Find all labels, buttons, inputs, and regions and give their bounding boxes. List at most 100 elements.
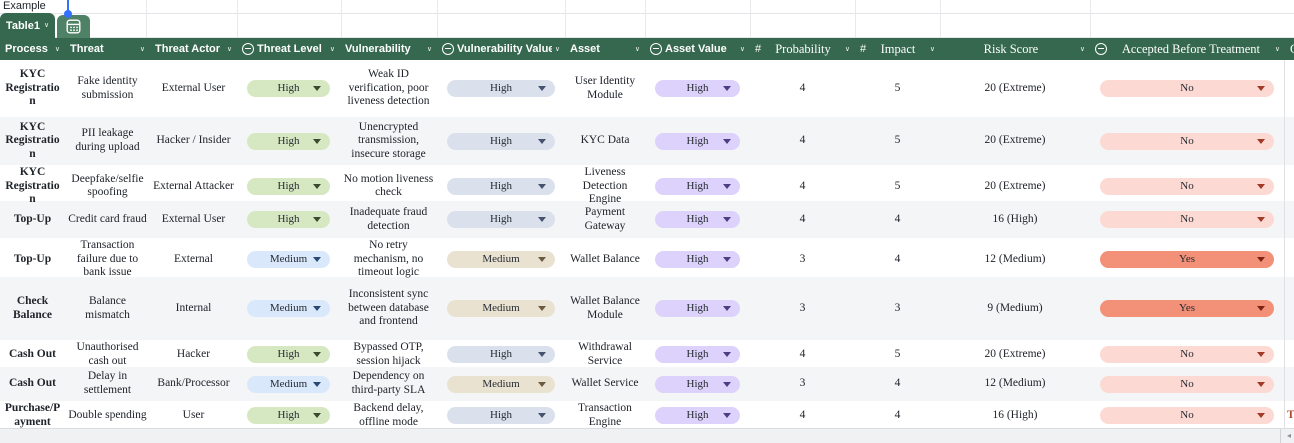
asset-value-dropdown[interactable]: High [655, 250, 740, 268]
col-header-impact[interactable]: # Impact ∨ [855, 38, 940, 60]
col-header-probability[interactable]: # Probability ∨ [750, 38, 855, 60]
accepted-dropdown[interactable]: No [1100, 177, 1274, 195]
cell-vulnerability[interactable]: Inconsistent sync between database and f… [348, 288, 429, 328]
cell-asset[interactable]: Withdrawal Service [578, 341, 632, 367]
cell-vulnerability-value[interactable]: Medium [437, 238, 565, 281]
cell-asset[interactable]: Transaction Engine [578, 402, 632, 428]
cell-vulnerability[interactable]: Unencrypted transmission, insecure stora… [351, 120, 426, 160]
cell-asset[interactable]: Wallet Balance Module [570, 294, 640, 321]
cell-accepted[interactable]: No [1090, 60, 1285, 117]
cell-threat-level[interactable]: High [237, 117, 340, 165]
cell-vulnerability[interactable]: No motion liveness check [343, 172, 434, 199]
cell-threat[interactable]: Double spending [68, 408, 147, 421]
asset-value-dropdown[interactable]: High [655, 177, 740, 195]
cell-probability[interactable]: 3 [799, 252, 806, 265]
cell-asset[interactable]: Wallet Balance [570, 252, 640, 265]
cell-asset[interactable]: Payment Gateway [584, 205, 626, 232]
cell-risk-score[interactable]: 12 (Medium) [984, 377, 1046, 390]
threat-level-dropdown[interactable]: High [247, 132, 330, 150]
threat-level-dropdown[interactable]: Medium [247, 300, 330, 317]
cell-vulnerability[interactable]: No retry mechanism, no timeout logic [353, 239, 424, 279]
cell-vulnerability-value[interactable]: Medium [437, 277, 565, 340]
cell-overflow-text[interactable]: Tr [1287, 408, 1294, 421]
cell-threat-actor[interactable]: Hacker [176, 347, 211, 360]
cell-vulnerability-value[interactable]: High [437, 117, 565, 165]
cell-vulnerability-value[interactable]: High [437, 401, 565, 430]
table-view-tab[interactable] [57, 15, 90, 38]
cell-threat-level[interactable]: High [237, 60, 340, 117]
cell-asset-value[interactable]: High [645, 201, 750, 238]
cell-threat[interactable]: Unauthorised cash out [76, 341, 139, 367]
cell-asset-value[interactable]: High [645, 401, 750, 430]
accepted-dropdown[interactable]: No [1100, 80, 1274, 97]
cell-risk-score[interactable]: 16 (High) [992, 212, 1038, 225]
cell-threat-actor[interactable]: External User [161, 212, 226, 225]
cell-vulnerability-value[interactable]: High [437, 340, 565, 369]
threat-level-dropdown[interactable]: Medium [247, 375, 330, 393]
col-header-threat[interactable]: Threat ∨ [65, 38, 150, 60]
cell-threat-actor[interactable]: User [182, 408, 205, 421]
cell-threat-actor[interactable]: Hacker / Insider [156, 134, 231, 147]
cell-risk-score[interactable]: 16 (High) [992, 408, 1038, 421]
cell-impact[interactable]: 5 [894, 81, 901, 94]
cell-threat[interactable]: PII leakage during upload [75, 127, 140, 153]
cell-vulnerability[interactable]: Inadequate fraud detection [349, 205, 428, 232]
cell-accepted[interactable]: No [1090, 401, 1285, 431]
cell-threat[interactable]: Fake identity submission [77, 74, 138, 101]
vulnerability-value-dropdown[interactable]: High [447, 177, 555, 195]
cell-probability[interactable]: 4 [799, 81, 806, 94]
cell-process[interactable]: KYC Registration [5, 120, 60, 160]
cell-threat[interactable]: Transaction failure due to bank issue [76, 239, 139, 279]
cell-process[interactable]: Top-Up [13, 212, 52, 225]
col-header-risk-score[interactable]: Risk Score ∨ [940, 38, 1090, 60]
col-header-threat-level[interactable]: Threat Level ∨ [237, 38, 340, 60]
cell-asset[interactable]: Liveness Detection Engine [582, 166, 628, 206]
cell-probability[interactable]: 3 [799, 301, 806, 314]
cell-impact[interactable]: 3 [894, 301, 901, 314]
table-name-tab[interactable]: Table1 ∨ [0, 13, 55, 38]
cell-threat-level[interactable]: Medium [237, 277, 340, 340]
cell-vulnerability[interactable]: Weak ID verification, poor liveness dete… [347, 68, 430, 108]
vulnerability-value-dropdown[interactable]: High [447, 211, 555, 228]
vulnerability-value-dropdown[interactable]: High [447, 407, 555, 425]
col-header-accepted-before-treatment[interactable]: Accepted Before Treatment ∨ [1090, 38, 1285, 60]
cell-process[interactable]: Top-Up [13, 252, 52, 265]
cell-risk-score[interactable]: 20 (Extreme) [984, 179, 1046, 192]
col-header-process[interactable]: Process ∨ [0, 38, 65, 60]
cell-asset-value[interactable]: High [645, 277, 750, 340]
asset-value-dropdown[interactable]: High [655, 300, 740, 317]
cell-vulnerability-value[interactable]: High [437, 60, 565, 117]
cell-asset[interactable]: KYC Data [580, 134, 630, 147]
cell-probability[interactable]: 3 [799, 377, 806, 390]
vulnerability-value-dropdown[interactable]: Medium [447, 250, 555, 268]
cell-threat-level[interactable]: Medium [237, 238, 340, 281]
cell-probability[interactable]: 4 [799, 212, 806, 225]
threat-level-dropdown[interactable]: High [247, 211, 330, 228]
col-header-asset[interactable]: Asset ∨ [565, 38, 645, 60]
cell-probability[interactable]: 4 [799, 347, 806, 360]
asset-value-dropdown[interactable]: High [655, 211, 740, 228]
cell-threat[interactable]: Delay in settlement [83, 370, 132, 396]
vulnerability-value-dropdown[interactable]: Medium [447, 375, 555, 393]
cell-threat-actor[interactable]: Internal [175, 301, 212, 314]
cell-risk-score[interactable]: 20 (Extreme) [984, 134, 1046, 147]
cell-threat[interactable]: Balance mismatch [85, 294, 130, 321]
cell-threat-level[interactable]: High [237, 201, 340, 238]
cell-impact[interactable]: 5 [894, 179, 901, 192]
cell-process[interactable]: Cash Out [9, 347, 56, 360]
cell-impact[interactable]: 5 [894, 347, 901, 360]
cell-risk-score[interactable]: 12 (Medium) [984, 252, 1046, 265]
threat-level-dropdown[interactable]: Medium [247, 250, 330, 268]
col-header-vulnerability[interactable]: Vulnerability ∨ [340, 38, 437, 60]
cell-threat-actor[interactable]: External Attacker [153, 179, 234, 192]
cell-process[interactable]: Purchase/Payment [4, 402, 61, 428]
vulnerability-value-dropdown[interactable]: High [447, 132, 555, 150]
cell-threat-actor[interactable]: External User [161, 81, 226, 94]
cell-threat[interactable]: Credit card fraud [68, 212, 147, 225]
cell-process[interactable]: Cash Out [9, 377, 56, 390]
vulnerability-value-dropdown[interactable]: Medium [447, 300, 555, 317]
cell-threat-actor[interactable]: External [174, 252, 213, 265]
cell-accepted[interactable]: No [1090, 201, 1285, 238]
cell-threat-level[interactable]: High [237, 340, 340, 369]
cell-vulnerability[interactable]: Bypassed OTP, session hijack [353, 341, 424, 367]
